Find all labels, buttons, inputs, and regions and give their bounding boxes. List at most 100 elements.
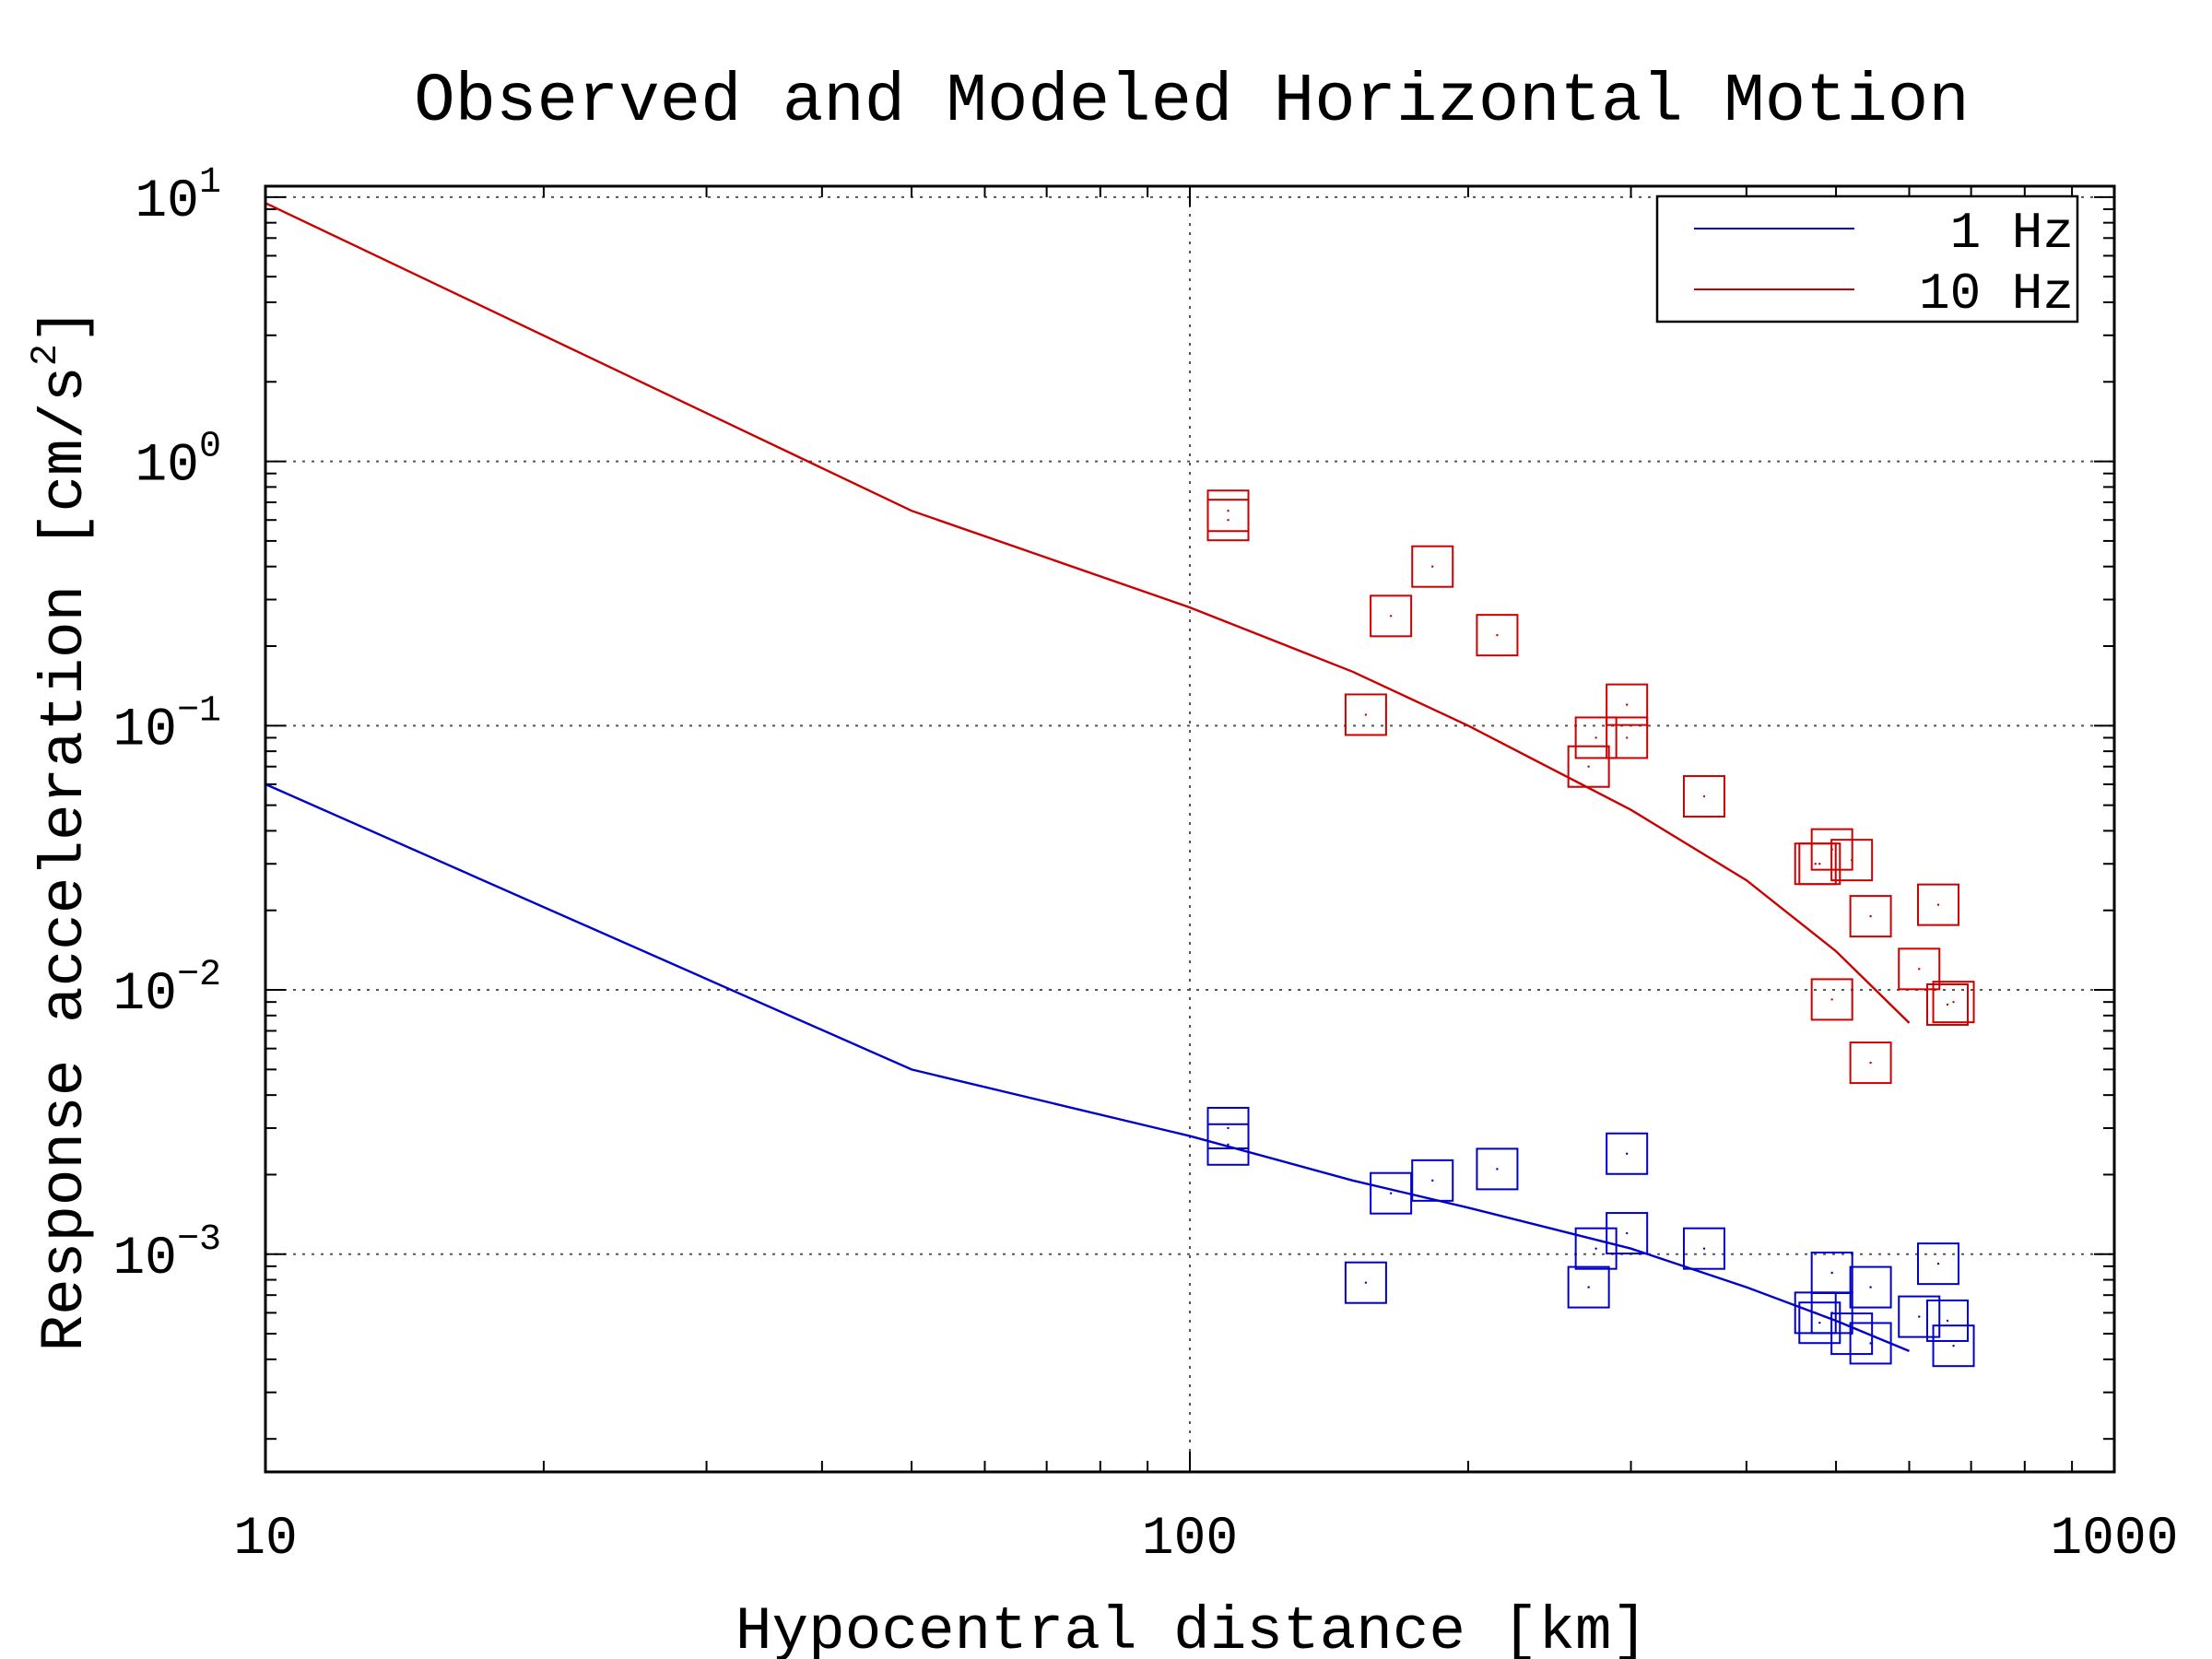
observed-marker-dot — [1869, 1061, 1872, 1065]
observed-marker — [1606, 683, 1649, 726]
observed-marker — [1898, 947, 1941, 991]
observed-marker — [1574, 1227, 1618, 1270]
observed-marker-dot — [1830, 998, 1833, 1001]
observed-marker — [1830, 839, 1874, 882]
observed-marker — [1682, 775, 1725, 818]
observed-marker-dot — [1818, 1322, 1821, 1324]
observed-marker — [1344, 693, 1387, 736]
observed-marker-dot — [1869, 1342, 1872, 1345]
y-tick-label-base: 10 — [135, 437, 199, 497]
legend: 1 Hz 10 Hz — [1655, 194, 2079, 324]
observed-marker-dot — [1364, 1281, 1368, 1284]
observed-marker-dot — [1952, 1344, 1955, 1347]
y-tick-label-base: 10 — [112, 1230, 177, 1289]
observed-marker-dot — [1625, 1152, 1629, 1155]
observed-marker — [1926, 1299, 1970, 1342]
observed-marker-dot — [1364, 713, 1368, 716]
observed-marker — [1932, 1324, 1975, 1368]
legend-box — [1655, 194, 2079, 324]
x-tick-label: 1000 — [2050, 1510, 2178, 1570]
observed-marker — [1476, 1147, 1519, 1191]
observed-marker — [1411, 1159, 1454, 1202]
observed-marker-dot — [1946, 1319, 1949, 1323]
y-tick-label-exponent: 1 — [199, 162, 221, 204]
y-tick-label-exponent: 0 — [199, 427, 221, 468]
observed-marker-dot — [1702, 1247, 1706, 1250]
observed-marker — [1606, 1132, 1649, 1175]
y-tick-label-exponent: −2 — [177, 955, 221, 996]
observed-marker — [1567, 1265, 1610, 1309]
observed-marker-dot — [1594, 736, 1597, 739]
observed-marker-dot — [1587, 765, 1590, 768]
observed-marker-dot — [1227, 1126, 1230, 1130]
observed-marker — [1344, 1261, 1387, 1304]
observed-marker-dot — [1818, 863, 1821, 865]
x-tick-labels: 10 100 1000 — [233, 1510, 2178, 1570]
observed-marker-dot — [1587, 1286, 1590, 1288]
observed-marker-dot — [1625, 736, 1629, 739]
observed-marker — [1476, 614, 1519, 657]
observed-marker-dot — [1625, 1231, 1629, 1235]
y-tick-label: 10−2 — [112, 955, 221, 1025]
observed-marker-dot — [1918, 1315, 1921, 1318]
y-tick-label: 10−3 — [112, 1219, 221, 1289]
observed-marker-dot — [1869, 914, 1872, 918]
y-tick-label: 10−1 — [112, 690, 221, 760]
observed-marker-dot — [1431, 565, 1434, 568]
y-tick-label-exponent: −3 — [177, 1219, 221, 1261]
observed-marker — [1849, 895, 1892, 938]
x-tick-label: 100 — [1142, 1510, 1238, 1570]
observed-marker — [1898, 1295, 1941, 1338]
chart-title: Observed and Modeled Horizontal Motion — [414, 64, 1969, 141]
x-tick-label: 10 — [233, 1510, 298, 1570]
legend-label-1hz: 1 Hz — [1950, 204, 2074, 263]
observed-marker-dot — [1389, 1192, 1393, 1194]
observed-marker-dot — [1869, 1286, 1872, 1288]
observed-marker-dot — [1702, 794, 1706, 798]
observed-marker — [1798, 842, 1841, 886]
observed-marker — [1830, 1312, 1874, 1356]
observed-marker-dot — [1936, 1262, 1940, 1265]
observed-marker — [1810, 978, 1853, 1021]
observed-marker — [1916, 1242, 1959, 1286]
observed-marker — [1849, 1265, 1892, 1309]
observed-marker-dot — [1227, 510, 1230, 512]
observed-marker — [1849, 1041, 1892, 1085]
y-tick-label-exponent: −1 — [177, 690, 221, 732]
observed-marker-dot — [1594, 1247, 1597, 1250]
observed-marker-dot — [1952, 1000, 1955, 1004]
observed-marker — [1206, 1123, 1250, 1166]
observed-marker-dot — [1814, 863, 1817, 865]
plot-frame — [264, 184, 2116, 1474]
y-axis-label-text: Response acceleration [cm/s — [30, 366, 100, 1351]
observed-marker — [1606, 1212, 1649, 1255]
observed-marker — [1574, 716, 1618, 759]
observed-marker — [1682, 1227, 1725, 1270]
observed-markers — [1206, 489, 1975, 1368]
model-lines — [265, 202, 1911, 1353]
y-axis-label-superscript: 2 — [26, 344, 67, 366]
observed-marker-dot — [1227, 1143, 1230, 1146]
observed-marker — [1932, 981, 1975, 1024]
observed-marker-dot — [1625, 703, 1629, 706]
observed-marker — [1926, 982, 1970, 1026]
y-tick-label-base: 10 — [112, 965, 177, 1025]
model-line-1hz — [265, 782, 1910, 1353]
observed-marker-dot — [1936, 903, 1940, 906]
observed-marker-dot — [1496, 633, 1499, 637]
model-line-10hz — [265, 202, 1911, 1024]
observed-marker-dot — [1496, 1168, 1499, 1171]
y-axis-label-close: ] — [30, 308, 100, 345]
observed-marker-dot — [1830, 1271, 1833, 1275]
observed-marker — [1206, 499, 1250, 542]
y-axis-label: Response acceleration [cm/s2] — [26, 308, 100, 1352]
y-tick-label-base: 10 — [135, 172, 199, 232]
y-tick-label: 100 — [135, 427, 221, 497]
observed-marker-dot — [1431, 1179, 1434, 1182]
x-axis-label: Hypocentral distance [km] — [735, 1597, 1648, 1659]
observed-marker-dot — [1918, 968, 1921, 971]
observed-marker — [1606, 716, 1649, 759]
observed-marker — [1916, 883, 1959, 926]
